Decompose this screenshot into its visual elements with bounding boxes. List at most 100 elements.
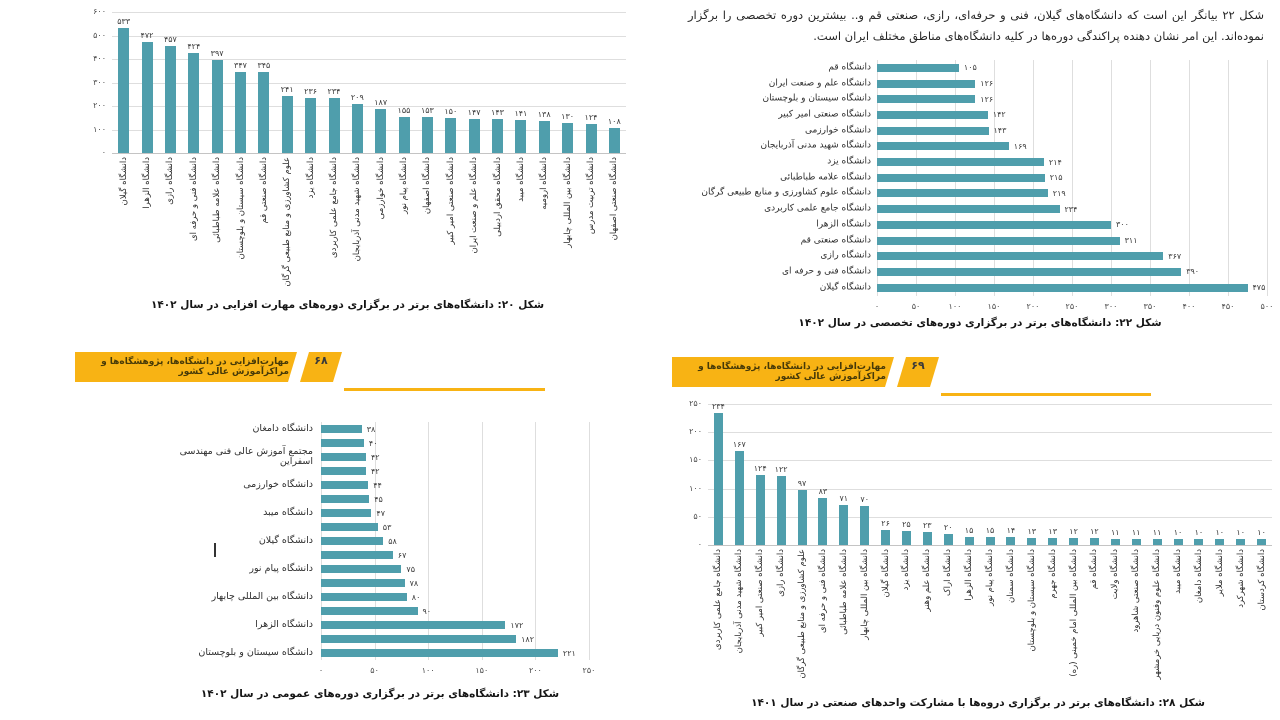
bar-value-label: ۳۹۷ [210,48,224,58]
axis-tick-label: ۴۰۰ [1182,301,1196,311]
axis-tick-label: ۲۰۰ [93,101,106,110]
bar-value-label: ۱۰ [1236,528,1245,538]
bar [562,122,574,153]
category-label: دانشگاه گیلان [118,157,129,206]
bar [877,283,1248,292]
axis-tick-label: ۰ [874,301,880,311]
bar [235,71,246,153]
bar [321,495,370,503]
bar-value-label: ۲۳۴ [1064,204,1078,214]
axis-tick-label: ۱۰۰ [948,301,962,311]
category-label: دانشگاه رازی [165,157,176,205]
axis-tick-label: ۲۰۰ [528,666,542,675]
bar [188,53,200,153]
gridline [1228,60,1229,296]
figure28-caption: شکل ۲۸: دانشگاه‌های برتر در برگزاری دروه… [751,697,1205,709]
bar [877,236,1120,245]
axis-tick-label: ۵۰ [370,666,379,675]
category-label: دانشگاه سیستان و بلوچستان [198,647,313,659]
bar [797,490,807,545]
bar-value-label: ۱۳۰ [561,111,575,121]
bar [877,189,1048,198]
axis-tick-label: ۵۰۰ [93,30,106,40]
figure20-skill-courses-chart: ۰ ۱۰۰ ۲۰۰ ۳۰۰ ۴۰۰ ۵۰۰ ۶۰۰ ۵۳۳ دانشگاه گیلان ۴۷۲ دا… [60,5,635,297]
bar [321,593,407,601]
bar [877,267,1182,276]
bar-value-label: ۷۸ [409,578,419,588]
gridline [112,129,626,131]
bar [776,476,786,545]
category-label: دانشگاه شهید مدنی آذربایجان [352,157,363,262]
category-label: دانشگاه اصفهان [422,157,433,215]
bar [1089,538,1099,545]
bar-value-label: ۱۸۲ [521,634,534,644]
axis-tick-label: ۲۵۰ [689,399,702,408]
gridline [1150,60,1151,296]
category-label: دانشگاه ارومیه [539,157,550,210]
bar [877,158,1044,166]
bar [818,498,828,545]
category-label: دانشگاه خوارزمی [243,479,313,491]
bar-value-label: ۱۲۴ [753,464,767,474]
bar [877,110,988,119]
bar-value-label: ۶۷ [397,550,407,560]
category-label: دانشگاه علامه طباطبائی [780,171,871,182]
bar-value-label: ۵۳۳ [117,16,131,26]
bar-value-label: ۱۴ [1006,526,1016,536]
category-label: دانشگاه سمنان [1005,549,1016,603]
category-label: دانشگاه سیستان و بلوچستان [235,157,246,260]
category-label: دانشگاه علامه طباطبائی [212,157,223,243]
bar-value-label: ۱۲ [1090,527,1099,537]
bar-value-label: ۲۱۵ [1049,173,1063,183]
category-label: دانشگاه خوارزمی [804,124,871,135]
axis-tick-label: ۰ [318,666,324,675]
bar [321,453,366,461]
gridline [535,422,537,660]
category-label: دانشگاه پیام نور [399,157,409,214]
axis-tick-label: ۵۰ [911,301,921,311]
category-label: دانشگاه گیلان [880,549,891,598]
bar-value-label: ۴۴ [373,480,382,490]
bar [877,142,1009,151]
bar [860,505,870,545]
bar [328,98,340,153]
bar-value-label: ۲۱۹ [1052,188,1066,198]
axis-tick-label: ۱۵۰ [689,455,702,465]
bar-value-label: ۴۲ [371,452,380,462]
bar-value-label: ۱۲ [1069,527,1078,537]
category-label: دانشگاه صنعتی امیر کبیر [755,549,766,637]
bar-value-label: ۵۳ [382,522,392,532]
bar-value-label: ۱۴۷ [467,107,481,117]
bar [839,505,849,545]
bar [901,530,911,545]
gridline [112,106,626,107]
category-label: دانشگاه خوارزمی [375,157,386,220]
category-label: دانشگاه یزد [305,157,316,199]
bar [515,119,527,153]
figure28-industry-partnership-chart: ۰ ۵۰ ۱۰۰ ۱۵۰ ۲۰۰ ۲۵۰ ۲۳۴ دانشگاه جامع علمی کارب… [678,396,1278,694]
figure23-caption: شکل ۲۳: دانشگاه‌های برتر در برگزاری دوره… [200,688,560,700]
bar-value-label: ۴۲۴ [187,42,201,52]
bar [321,649,558,657]
bar-value-label: ۴۷۵ [1252,283,1266,293]
bar [922,532,932,545]
bar-value-label: ۱۶۷ [732,439,746,449]
bar [943,533,953,545]
bar [1194,539,1204,545]
category-label: دانشگاه علم وهنر [922,549,933,612]
bar [1215,539,1225,545]
gridline [428,422,430,660]
gridline [589,422,590,660]
bar-value-label: ۱۷۲ [510,620,524,630]
axis-tick-label: ۳۰۰ [1104,301,1118,311]
category-label: دانشگاه صنعتی امیر کبیر [778,109,871,120]
category-label: دانشگاه شهید مدنی آذربایجان [734,549,745,654]
axis-tick-label: ۴۵۰ [1221,301,1235,311]
category-label: دانشگاه بین المللی امام خمینی (ره) [1068,549,1079,677]
banner-underline [344,388,545,391]
bar [445,117,457,154]
bar-value-label: ۱۱ [1111,527,1120,537]
bar-value-label: ۱۴۱ [514,108,528,118]
category-label: دانشگاه قم [1089,549,1100,590]
category-label: دانشگاه رازی [820,250,871,261]
